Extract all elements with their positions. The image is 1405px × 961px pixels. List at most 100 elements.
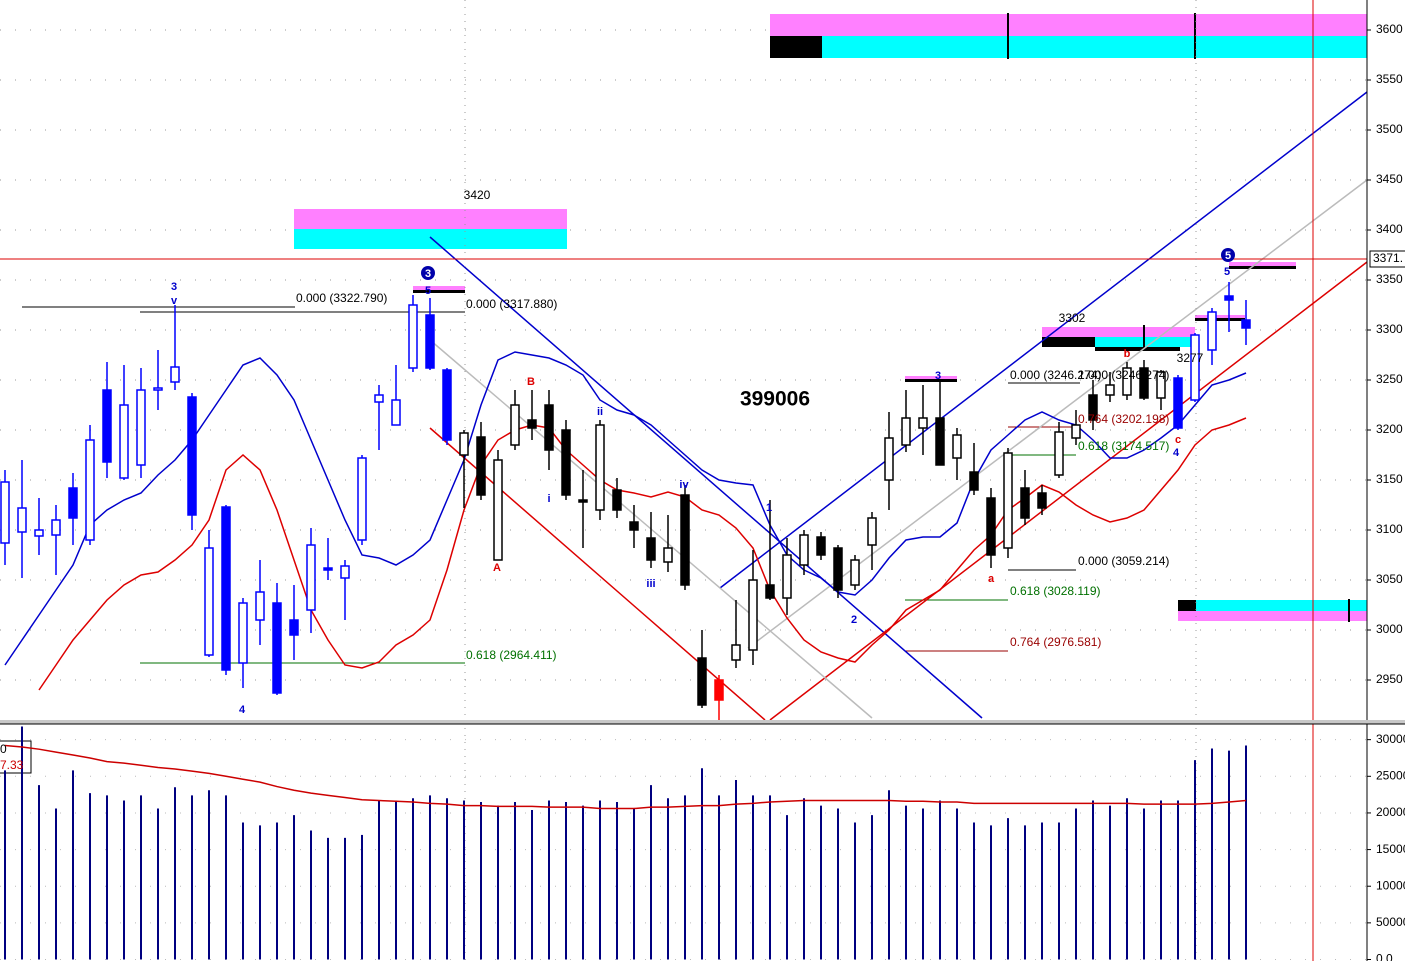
candle-body: [119, 404, 129, 479]
annotation: 0.000 (3246.274): [1010, 368, 1101, 382]
candle-body: [153, 387, 163, 391]
zone-band: [1178, 611, 1367, 621]
annotation: 7.33: [0, 758, 24, 772]
annotation: 0.764 (3202.198): [1078, 412, 1169, 426]
annotation: 3277: [1177, 351, 1204, 365]
zone-band: [770, 36, 822, 58]
candle-body: [170, 366, 180, 383]
zone-band: [294, 229, 567, 249]
candle-body: [765, 584, 775, 599]
candle-body: [323, 567, 333, 571]
candle-body: [306, 544, 316, 611]
zone-band: [1195, 315, 1245, 318]
candle-body: [935, 417, 945, 466]
candle-body: [459, 432, 469, 456]
wave-label: 5: [1225, 250, 1231, 262]
zone-band: [413, 290, 465, 293]
wave-label: 4: [239, 704, 246, 716]
annotation: 0.000 (3322.790): [296, 291, 387, 305]
y-tick-label: 3150: [1376, 472, 1403, 486]
wave-label: iv: [679, 479, 689, 491]
zone-band: [1195, 318, 1245, 321]
envelope-line: [4, 351, 1247, 666]
zone-band: [905, 376, 957, 379]
candle-body: [816, 536, 826, 556]
candle-body: [0, 481, 10, 544]
annotation: 0.618 (2964.411): [466, 648, 557, 662]
y-tick-label: 50000: [1376, 915, 1405, 929]
zone-band: [770, 14, 1367, 36]
candle-body: [561, 429, 571, 496]
candle-body: [1173, 377, 1183, 429]
candle-body: [833, 547, 843, 591]
candle-body: [289, 619, 299, 636]
candle-body: [1003, 452, 1013, 549]
panel-separator: [0, 720, 1405, 724]
y-tick-label: 3600: [1376, 22, 1403, 36]
candle-body: [1071, 424, 1081, 439]
candle-body: [1207, 311, 1217, 351]
zone-band: [1196, 600, 1367, 611]
candle-body: [1122, 367, 1132, 396]
candle-body: [646, 537, 656, 561]
candle-body: [1105, 384, 1115, 396]
y-tick-label: 3550: [1376, 72, 1403, 86]
wave-circle: [421, 266, 435, 280]
y-tick-label: 300000: [1376, 732, 1405, 746]
wave-label: c: [1175, 434, 1181, 446]
candle-body: [340, 565, 350, 579]
y-tick-label: 250000: [1376, 768, 1405, 782]
zone-band: [1178, 600, 1196, 611]
wave-label: 4: [1173, 447, 1180, 459]
zone-band: [1095, 347, 1180, 351]
candle-body: [952, 434, 962, 459]
candle-body: [374, 394, 384, 403]
y-tick-label: 3100: [1376, 522, 1403, 536]
zone-band: [1229, 266, 1296, 269]
trend-line: [429, 427, 766, 721]
candle-body: [510, 404, 520, 446]
annotation: 0.000 (3317.880): [466, 297, 557, 311]
wave-circle: [1221, 248, 1235, 262]
candle-body: [1156, 371, 1166, 399]
wave-label: 5: [1224, 266, 1230, 278]
wave-label: 3: [425, 268, 431, 280]
candle-body: [629, 521, 639, 531]
annotation: 0.764 (2976.581): [1010, 635, 1101, 649]
zone-band: [1042, 337, 1095, 347]
candle-body: [595, 424, 605, 511]
y-tick-label: 3350: [1376, 272, 1403, 286]
candle-body: [221, 506, 231, 671]
y-tick-label: 150000: [1376, 842, 1405, 856]
candle-body: [884, 437, 894, 481]
y-tick-label: 200000: [1376, 805, 1405, 819]
y-tick-label: 3250: [1376, 372, 1403, 386]
candle-body: [850, 559, 860, 586]
candle-body: [1139, 367, 1149, 399]
candle-body: [357, 457, 367, 541]
candle-body: [1020, 487, 1030, 519]
y-tick-label: 3050: [1376, 572, 1403, 586]
candle-body: [697, 657, 707, 706]
wave-label: ii: [597, 406, 603, 418]
candle-body: [408, 304, 418, 369]
candle-body: [442, 369, 452, 441]
candle-body: [476, 436, 486, 496]
y-tick-label: 3200: [1376, 422, 1403, 436]
y-tick-label: 3300: [1376, 322, 1403, 336]
wave-label: 3: [171, 281, 177, 293]
wave-label: 5: [425, 285, 431, 297]
candle-body: [238, 602, 248, 664]
zone-band: [294, 209, 567, 229]
annotation: 399006: [740, 388, 810, 411]
candle-body: [986, 497, 996, 556]
candle-body: [272, 602, 282, 694]
candle-body: [714, 679, 724, 701]
candle-body: [255, 591, 265, 621]
envelope-line: [38, 417, 1247, 691]
wave-label: B: [527, 376, 535, 388]
candle-body: [68, 487, 78, 519]
